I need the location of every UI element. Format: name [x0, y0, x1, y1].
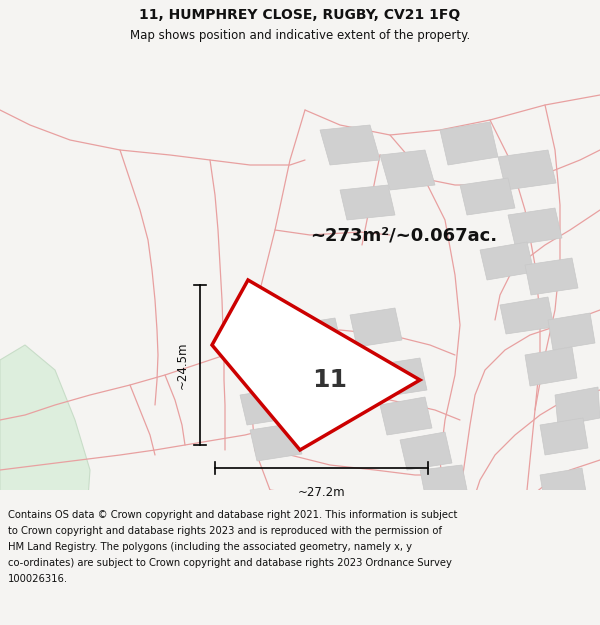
Text: HM Land Registry. The polygons (including the associated geometry, namely x, y: HM Land Registry. The polygons (includin… — [8, 542, 412, 552]
Text: 100026316.: 100026316. — [8, 574, 68, 584]
Polygon shape — [440, 122, 498, 165]
Text: to Crown copyright and database rights 2023 and is reproduced with the permissio: to Crown copyright and database rights 2… — [8, 526, 442, 536]
Polygon shape — [212, 280, 420, 450]
Polygon shape — [420, 465, 468, 500]
Polygon shape — [480, 242, 534, 280]
Polygon shape — [498, 150, 556, 190]
Polygon shape — [508, 208, 562, 245]
Polygon shape — [250, 423, 302, 461]
Polygon shape — [500, 297, 554, 334]
Polygon shape — [375, 358, 427, 397]
Text: co-ordinates) are subject to Crown copyright and database rights 2023 Ordnance S: co-ordinates) are subject to Crown copyr… — [8, 558, 452, 568]
Text: ~24.5m: ~24.5m — [176, 341, 188, 389]
Text: ~27.2m: ~27.2m — [298, 486, 346, 499]
Polygon shape — [380, 150, 435, 190]
Polygon shape — [380, 397, 432, 435]
Polygon shape — [0, 345, 90, 540]
Polygon shape — [540, 468, 587, 505]
Polygon shape — [340, 185, 395, 220]
Text: Map shows position and indicative extent of the property.: Map shows position and indicative extent… — [130, 29, 470, 42]
Polygon shape — [290, 318, 342, 355]
Text: 11: 11 — [313, 368, 347, 392]
Text: 11, HUMPHREY CLOSE, RUGBY, CV21 1FQ: 11, HUMPHREY CLOSE, RUGBY, CV21 1FQ — [139, 8, 461, 22]
Polygon shape — [555, 387, 600, 426]
Polygon shape — [548, 313, 595, 350]
Polygon shape — [310, 348, 362, 386]
Polygon shape — [525, 258, 578, 295]
Polygon shape — [525, 347, 577, 386]
Polygon shape — [400, 432, 452, 470]
Polygon shape — [320, 125, 380, 165]
Polygon shape — [240, 388, 292, 425]
Polygon shape — [540, 418, 588, 455]
Text: ~273m²/~0.067ac.: ~273m²/~0.067ac. — [310, 226, 497, 244]
Polygon shape — [460, 178, 515, 215]
Text: Contains OS data © Crown copyright and database right 2021. This information is : Contains OS data © Crown copyright and d… — [8, 510, 457, 520]
Polygon shape — [350, 308, 402, 347]
